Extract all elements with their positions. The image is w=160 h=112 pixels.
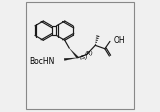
Text: OH: OH: [114, 36, 126, 45]
Text: BocHN: BocHN: [29, 57, 55, 66]
Polygon shape: [64, 58, 78, 61]
Text: (R): (R): [84, 50, 93, 55]
Polygon shape: [69, 49, 79, 59]
Text: (S): (S): [79, 55, 88, 60]
